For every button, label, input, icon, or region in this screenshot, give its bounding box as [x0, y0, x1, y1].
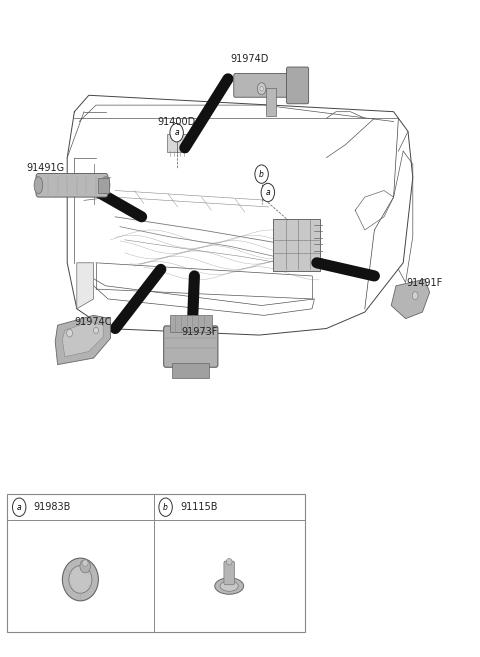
- Polygon shape: [62, 322, 103, 357]
- FancyBboxPatch shape: [170, 315, 212, 332]
- Ellipse shape: [94, 327, 98, 334]
- Circle shape: [12, 498, 26, 516]
- FancyBboxPatch shape: [266, 88, 276, 116]
- FancyBboxPatch shape: [7, 494, 305, 632]
- Text: b: b: [163, 503, 168, 512]
- Ellipse shape: [80, 560, 90, 573]
- Polygon shape: [77, 263, 94, 309]
- FancyBboxPatch shape: [98, 178, 109, 193]
- FancyBboxPatch shape: [224, 561, 235, 585]
- Ellipse shape: [412, 292, 418, 300]
- Ellipse shape: [215, 578, 244, 594]
- Text: 91400D: 91400D: [157, 116, 196, 127]
- Text: 91983B: 91983B: [34, 502, 71, 512]
- Ellipse shape: [227, 558, 232, 565]
- FancyBboxPatch shape: [167, 134, 187, 152]
- Text: a: a: [265, 188, 270, 197]
- FancyBboxPatch shape: [273, 219, 320, 271]
- Text: 91974D: 91974D: [230, 54, 269, 64]
- Circle shape: [255, 165, 268, 183]
- FancyBboxPatch shape: [287, 67, 309, 104]
- Ellipse shape: [67, 329, 72, 337]
- FancyBboxPatch shape: [164, 326, 218, 367]
- Text: 91491F: 91491F: [407, 277, 443, 288]
- Circle shape: [261, 183, 275, 202]
- Text: 91973F: 91973F: [181, 327, 217, 337]
- Text: 91115B: 91115B: [180, 502, 217, 512]
- Text: 91491G: 91491G: [26, 162, 65, 173]
- Circle shape: [170, 124, 183, 142]
- Ellipse shape: [62, 558, 98, 600]
- FancyBboxPatch shape: [234, 74, 294, 97]
- Text: b: b: [259, 170, 264, 179]
- Polygon shape: [55, 315, 110, 365]
- Circle shape: [159, 498, 172, 516]
- Ellipse shape: [260, 87, 264, 91]
- Ellipse shape: [101, 177, 110, 194]
- Text: 91974C: 91974C: [75, 317, 112, 327]
- Ellipse shape: [257, 83, 266, 95]
- FancyBboxPatch shape: [36, 173, 108, 197]
- Text: a: a: [174, 128, 179, 137]
- Ellipse shape: [220, 581, 239, 591]
- Polygon shape: [391, 279, 430, 319]
- Text: a: a: [17, 503, 22, 512]
- FancyBboxPatch shape: [172, 363, 209, 378]
- Ellipse shape: [83, 560, 88, 566]
- Ellipse shape: [69, 566, 92, 593]
- Ellipse shape: [34, 177, 43, 194]
